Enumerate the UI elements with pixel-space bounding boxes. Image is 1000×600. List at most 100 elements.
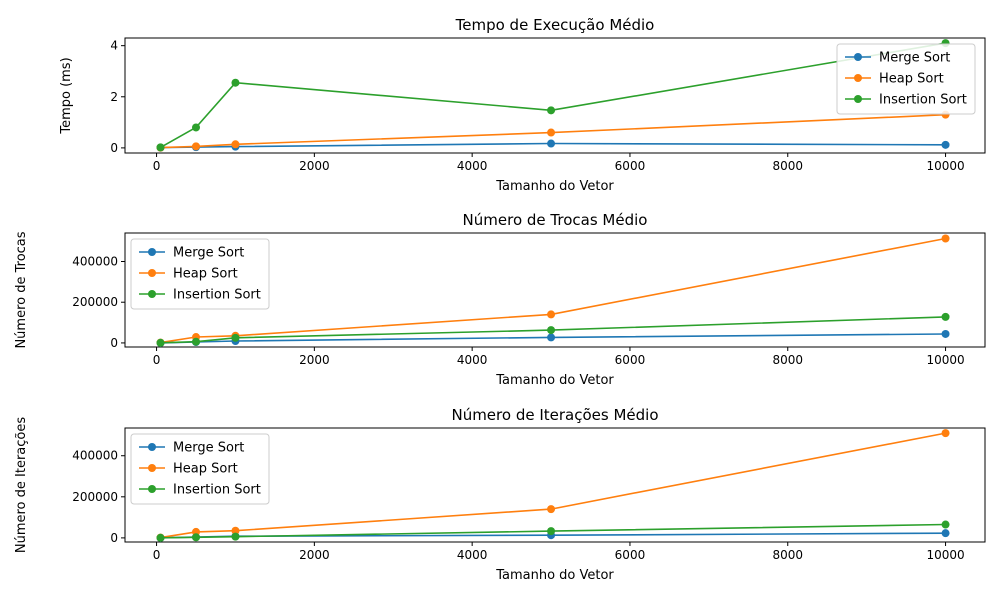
legend-label: Heap Sort <box>879 72 944 87</box>
axes-frame <box>124 427 986 543</box>
legend-swatch-marker <box>148 485 156 493</box>
series-insertion-sort <box>156 312 950 347</box>
legend-swatch-marker <box>148 269 156 277</box>
x-tick-label: 4000 <box>457 159 488 173</box>
legend-swatch-marker <box>148 464 156 472</box>
subplot-1: Tempo de Execução Médio 0 2000 4000 6000 8000… <box>59 16 986 194</box>
data-point <box>941 329 950 338</box>
x-tick-label: 4000 <box>457 548 488 562</box>
data-point <box>192 123 201 132</box>
legend-swatch-marker <box>148 248 156 256</box>
data-point <box>547 333 556 342</box>
y-axis-label: Tempo (ms) <box>59 57 74 134</box>
legend-label: Merge Sort <box>173 246 244 261</box>
data-point <box>547 527 556 536</box>
chart-title: Número de Iterações Médio <box>451 406 658 424</box>
data-point <box>547 139 556 148</box>
x-tick-label: 6000 <box>615 353 646 367</box>
x-tick-label: 10000 <box>926 353 964 367</box>
legend-swatch-marker <box>854 74 862 82</box>
data-point <box>231 532 240 541</box>
legend-label: Merge Sort <box>879 51 950 66</box>
x-tick-label: 0 <box>153 353 161 367</box>
subplot-3: Número de Iterações Médio 0 2000 4000 6000 80… <box>14 406 986 583</box>
x-tick-label: 8000 <box>772 159 803 173</box>
legend-swatch-marker <box>148 443 156 451</box>
chart-title: Tempo de Execução Médio <box>455 16 655 34</box>
data-point <box>941 529 950 538</box>
legend-label: Heap Sort <box>173 267 238 282</box>
chart-title: Número de Trocas Médio <box>463 211 648 229</box>
axes-frame <box>124 232 986 348</box>
data-point <box>156 533 165 542</box>
data-point <box>941 429 950 438</box>
y-tick-label: 4 <box>110 39 118 53</box>
axes-frame <box>124 37 986 154</box>
y-tick-label: 0 <box>110 141 118 155</box>
legend: Merge Sort Heap Sort Insertion Sort <box>130 433 270 505</box>
data-point <box>192 533 201 542</box>
x-tick-label: 6000 <box>615 159 646 173</box>
x-tick-label: 4000 <box>457 353 488 367</box>
data-point <box>941 520 950 529</box>
data-point <box>156 338 165 347</box>
y-axis-label: Número de Iterações <box>14 417 29 553</box>
x-tick-label: 8000 <box>772 353 803 367</box>
data-point <box>547 128 556 137</box>
x-tick-label: 8000 <box>772 548 803 562</box>
legend-label: Insertion Sort <box>879 93 967 108</box>
data-point <box>547 310 556 319</box>
legend-frame <box>130 238 270 310</box>
legend-frame <box>130 433 270 505</box>
series-line <box>160 432 946 539</box>
x-tick-label: 6000 <box>615 548 646 562</box>
data-point <box>192 337 201 346</box>
subplot-2: Número de Trocas Médio 0 2000 4000 6000 8000 1… <box>14 211 986 388</box>
y-tick-label: 400000 <box>72 449 118 463</box>
data-point <box>941 140 950 149</box>
x-tick-label: 0 <box>153 159 161 173</box>
legend: Merge Sort Heap Sort Insertion Sort <box>130 238 270 310</box>
legend-frame <box>836 43 976 115</box>
legend-label: Insertion Sort <box>173 483 261 498</box>
series-insertion-sort <box>156 39 950 152</box>
series-heap-sort <box>156 429 950 542</box>
data-point <box>156 143 165 152</box>
y-tick-label: 0 <box>110 336 118 350</box>
x-axis-label: Tamanho do Vetor <box>495 568 614 583</box>
legend-swatch-marker <box>854 53 862 61</box>
y-tick-label: 200000 <box>72 295 118 309</box>
x-tick-label: 2000 <box>299 159 330 173</box>
legend-swatch-marker <box>854 95 862 103</box>
series-merge-sort <box>156 139 950 152</box>
x-tick-label: 2000 <box>299 353 330 367</box>
series-insertion-sort <box>156 520 950 542</box>
legend-label: Insertion Sort <box>173 288 261 303</box>
data-point <box>231 140 240 149</box>
y-tick-label: 2 <box>110 90 118 104</box>
x-tick-label: 10000 <box>926 548 964 562</box>
legend-label: Merge Sort <box>173 441 244 456</box>
data-point <box>231 78 240 87</box>
x-tick-label: 10000 <box>926 159 964 173</box>
legend-label: Heap Sort <box>173 462 238 477</box>
y-axis-label: Número de Trocas <box>14 231 29 348</box>
x-tick-label: 2000 <box>299 548 330 562</box>
x-axis-label: Tamanho do Vetor <box>495 179 614 194</box>
data-point <box>192 142 201 151</box>
data-point <box>231 526 240 535</box>
y-tick-label: 0 <box>110 531 118 545</box>
y-tick-label: 400000 <box>72 255 118 269</box>
y-tick-label: 200000 <box>72 490 118 504</box>
data-point <box>547 505 556 514</box>
legend: Merge Sort Heap Sort Insertion Sort <box>836 43 976 115</box>
x-axis-label: Tamanho do Vetor <box>495 373 614 388</box>
data-point <box>941 234 950 243</box>
x-tick-label: 0 <box>153 548 161 562</box>
data-point <box>547 326 556 335</box>
data-point <box>231 333 240 342</box>
data-point <box>941 312 950 321</box>
legend-swatch-marker <box>148 290 156 298</box>
data-point <box>547 106 556 115</box>
